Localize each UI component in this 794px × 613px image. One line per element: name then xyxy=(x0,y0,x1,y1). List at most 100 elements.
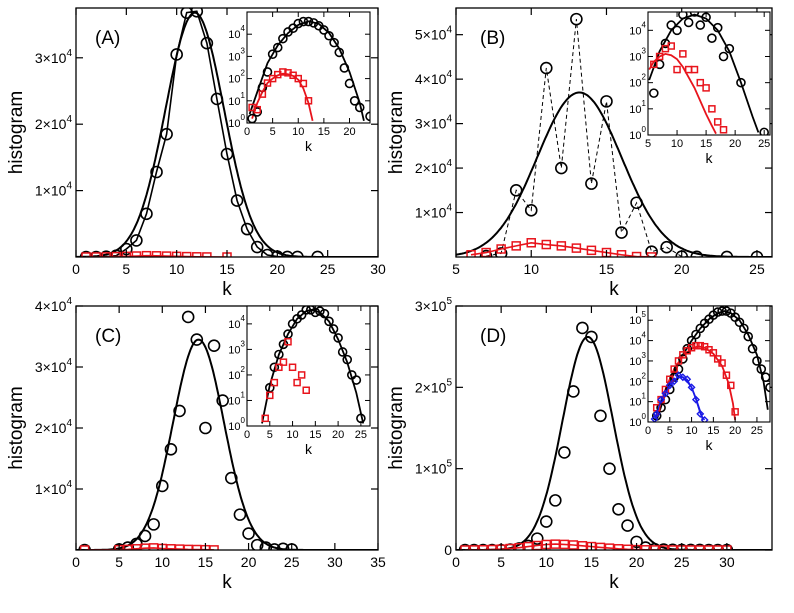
circles-point xyxy=(458,543,472,550)
x-tick-label: 15 xyxy=(584,554,600,570)
circles-point xyxy=(621,519,634,532)
squares-point xyxy=(81,252,91,257)
inset-frame xyxy=(246,305,371,427)
inset-diamonds-point xyxy=(657,395,666,404)
circles-point xyxy=(558,446,571,459)
x-tick-label: 20 xyxy=(674,261,690,277)
circles-point xyxy=(210,92,224,106)
inset-diamonds-point xyxy=(670,377,679,386)
inset-circles-point xyxy=(308,18,319,28)
circles-point xyxy=(594,409,607,423)
inset-squares-point xyxy=(687,343,696,352)
inset-x-tick-label: 15 xyxy=(707,425,719,437)
circles-point xyxy=(603,462,616,475)
inset-circles-point xyxy=(354,102,365,113)
squares-point xyxy=(514,542,524,550)
inset-circles-point xyxy=(707,33,717,43)
inset-x-tick-label: 25 xyxy=(758,138,770,150)
inset-diamonds-point xyxy=(674,371,683,380)
inset-squares-point xyxy=(718,359,726,367)
circles-point xyxy=(549,494,562,507)
x-tick-label: 10 xyxy=(523,261,539,277)
squares-point xyxy=(161,251,172,257)
inset-squares-point xyxy=(667,42,675,50)
inset-circles-point xyxy=(724,43,735,54)
inset-x-tick-label: 20 xyxy=(343,126,355,138)
circles-point xyxy=(567,385,580,398)
x-tick-label: 5 xyxy=(452,261,460,277)
inset-circles-point xyxy=(293,18,304,29)
inset-y-tick-label: 105 xyxy=(629,310,646,327)
circles-point xyxy=(190,8,204,18)
inset-squares-point xyxy=(288,363,297,372)
inset-circles-point xyxy=(301,306,312,315)
inset-x-tick-label: 25 xyxy=(751,425,763,437)
squares-point xyxy=(604,543,615,550)
inset-diamonds-point xyxy=(696,409,705,418)
inset-squares-point xyxy=(275,363,283,372)
inset-circles-point xyxy=(734,317,745,328)
inset-circles-point xyxy=(649,88,659,98)
y-tick-label: 3×104 xyxy=(35,357,73,375)
squares-point xyxy=(541,239,552,250)
inset-squares-point xyxy=(702,84,710,92)
circles-point xyxy=(164,443,178,456)
inset-circles-point xyxy=(319,25,329,35)
circles-point xyxy=(138,529,152,543)
x-axis-label: k xyxy=(222,279,232,300)
inset-y-tick-label: 101 xyxy=(629,392,646,409)
circles-point xyxy=(225,471,238,485)
y-tick-label: 1×105 xyxy=(415,459,453,477)
inset-circles-point xyxy=(319,308,330,319)
inset-frame xyxy=(246,11,371,124)
squares-point xyxy=(466,250,476,257)
circles-point xyxy=(230,194,244,207)
inset-circles-point xyxy=(666,20,677,30)
x-tick-label: 30 xyxy=(719,554,735,570)
inset-circles-point xyxy=(269,362,280,373)
inset-circles-point xyxy=(756,364,767,374)
inset-squares-point xyxy=(709,349,718,357)
inset-diamonds-point xyxy=(700,415,709,422)
y-tick-label: 2×104 xyxy=(35,418,73,436)
circles-point xyxy=(485,543,499,550)
inset-x-tick-label: 15 xyxy=(318,126,330,138)
inset-circles-point xyxy=(736,77,746,88)
inset-circles-point xyxy=(329,37,339,48)
inset-squares-point xyxy=(284,337,292,346)
x-tick-label: 35 xyxy=(370,554,386,570)
inset-squares-point xyxy=(655,52,664,61)
panel-1: 5 10 15 20 251×1042×1043×1044×1045×104khisto… xyxy=(386,7,773,300)
circles-point xyxy=(79,250,93,257)
x-tick-label: 20 xyxy=(270,261,286,277)
inset-squares-point xyxy=(302,386,310,395)
squares-point xyxy=(151,251,162,257)
inset-squares-point xyxy=(263,79,272,87)
y-tick-label: 3×105 xyxy=(415,296,453,314)
inset-squares-point xyxy=(679,351,687,359)
x-tick-label: 0 xyxy=(452,554,460,570)
squares-point xyxy=(141,250,152,257)
inset-squares-point xyxy=(670,365,678,373)
inset-circles-point xyxy=(349,96,360,106)
y-tick-label: 4×104 xyxy=(415,69,453,87)
squares-point xyxy=(460,545,470,550)
y-tick-label: 1×104 xyxy=(35,479,73,497)
inset-squares-point xyxy=(690,65,699,74)
x-tick-label: 15 xyxy=(599,261,615,277)
circles-point xyxy=(539,61,553,75)
inset-background xyxy=(247,306,370,426)
squares-point xyxy=(568,540,579,550)
inset-y-tick-label: 103 xyxy=(228,46,245,63)
inset-circles-point xyxy=(683,17,694,28)
inset-fit-curve xyxy=(248,20,365,122)
circles-point xyxy=(476,543,490,550)
squares-line xyxy=(470,241,652,257)
squares-point xyxy=(622,544,633,550)
circles-point xyxy=(585,177,598,190)
inset-circles-point xyxy=(339,63,350,73)
x-tick-label: 10 xyxy=(538,554,554,570)
inset-y-tick-label: 103 xyxy=(629,351,646,368)
inset-circles-point xyxy=(334,47,345,58)
circles-point xyxy=(200,36,214,50)
